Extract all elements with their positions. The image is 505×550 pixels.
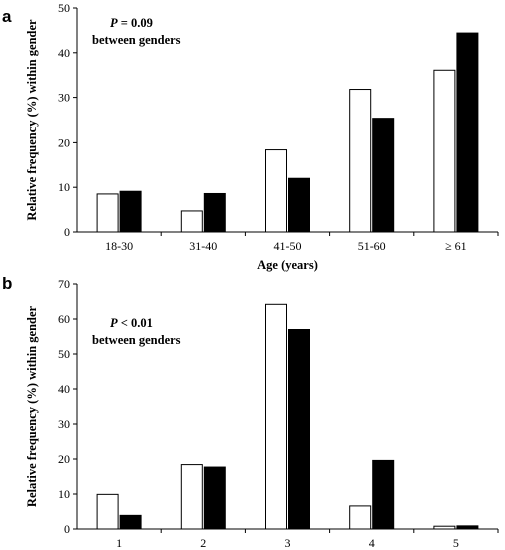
x-axis-label: Age (years) [257, 258, 318, 272]
y-tick-label: 50 [58, 347, 70, 361]
bar-a-series2-18-30 [119, 190, 142, 233]
bar-a-series1-51-60 [349, 89, 372, 233]
y-axis-label: Relative frequency (%) within gender [25, 19, 39, 221]
between-genders-annotation: between genders [92, 333, 181, 347]
x-tick-label: 2 [200, 536, 206, 550]
y-tick-label: 0 [64, 522, 70, 536]
x-tick-label: 4 [369, 536, 375, 550]
bar-a-series1-≥ 61 [433, 69, 456, 233]
bar-a-series1-18-30 [96, 193, 119, 233]
bar-b-series2-4 [372, 459, 395, 530]
bar-b-series2-2 [203, 466, 226, 530]
bar-b-series1-1 [96, 493, 119, 530]
y-tick-label: 40 [58, 46, 70, 60]
p-value-annotation: P = 0.09 [110, 16, 153, 30]
bar-a-series2-51-60 [372, 118, 395, 233]
between-genders-annotation: between genders [92, 33, 181, 47]
bar-b-series2-1 [119, 514, 142, 530]
bar-b-series1-2 [180, 464, 203, 530]
panel-letter: b [2, 274, 12, 293]
y-tick-label: 0 [64, 225, 70, 239]
x-tick-label: 31-40 [189, 239, 217, 253]
x-tick-label: 1 [116, 536, 122, 550]
x-tick-label: 41-50 [274, 239, 302, 253]
bar-a-series2-41-50 [288, 177, 310, 233]
bar-b-series1-3 [265, 303, 287, 530]
bar-b-series2-3 [288, 329, 310, 530]
y-tick-label: 70 [58, 277, 70, 291]
y-tick-label: 10 [58, 180, 70, 194]
panel-b-chart: 0 10 20 30 40 50 60 70 1 2 3 4 5 Relative frequency (… [2, 274, 499, 550]
x-tick-label: 3 [285, 536, 291, 550]
y-tick-label: 50 [58, 1, 70, 15]
x-tick-label: 51-60 [358, 239, 386, 253]
bar-a-series1-41-50 [265, 149, 287, 233]
p-value-annotation: P < 0.01 [110, 316, 153, 330]
y-tick-label: 20 [58, 452, 70, 466]
y-axis-label: Relative frequency (%) within gender [25, 305, 39, 507]
y-tick-label: 30 [58, 91, 70, 105]
x-tick-label: ≥ 61 [445, 239, 467, 253]
bar-b-series1-4 [349, 505, 372, 530]
x-tick-label: 5 [453, 536, 459, 550]
bar-a-series2-31-40 [203, 192, 226, 233]
panel-letter: a [2, 7, 12, 26]
y-tick-label: 20 [58, 135, 70, 149]
y-tick-label: 40 [58, 382, 70, 396]
y-tick-label: 30 [58, 417, 70, 431]
y-tick-label: 60 [58, 312, 70, 326]
panel-a-chart: 0 10 20 30 40 50 18-30 31-40 41-50 51-60 ≥ 61 Relat… [2, 1, 499, 272]
y-tick-label: 10 [58, 487, 70, 501]
bar-a-series2-≥ 61 [456, 32, 479, 233]
bar-a-series1-31-40 [180, 210, 203, 233]
x-tick-label: 18-30 [105, 239, 133, 253]
